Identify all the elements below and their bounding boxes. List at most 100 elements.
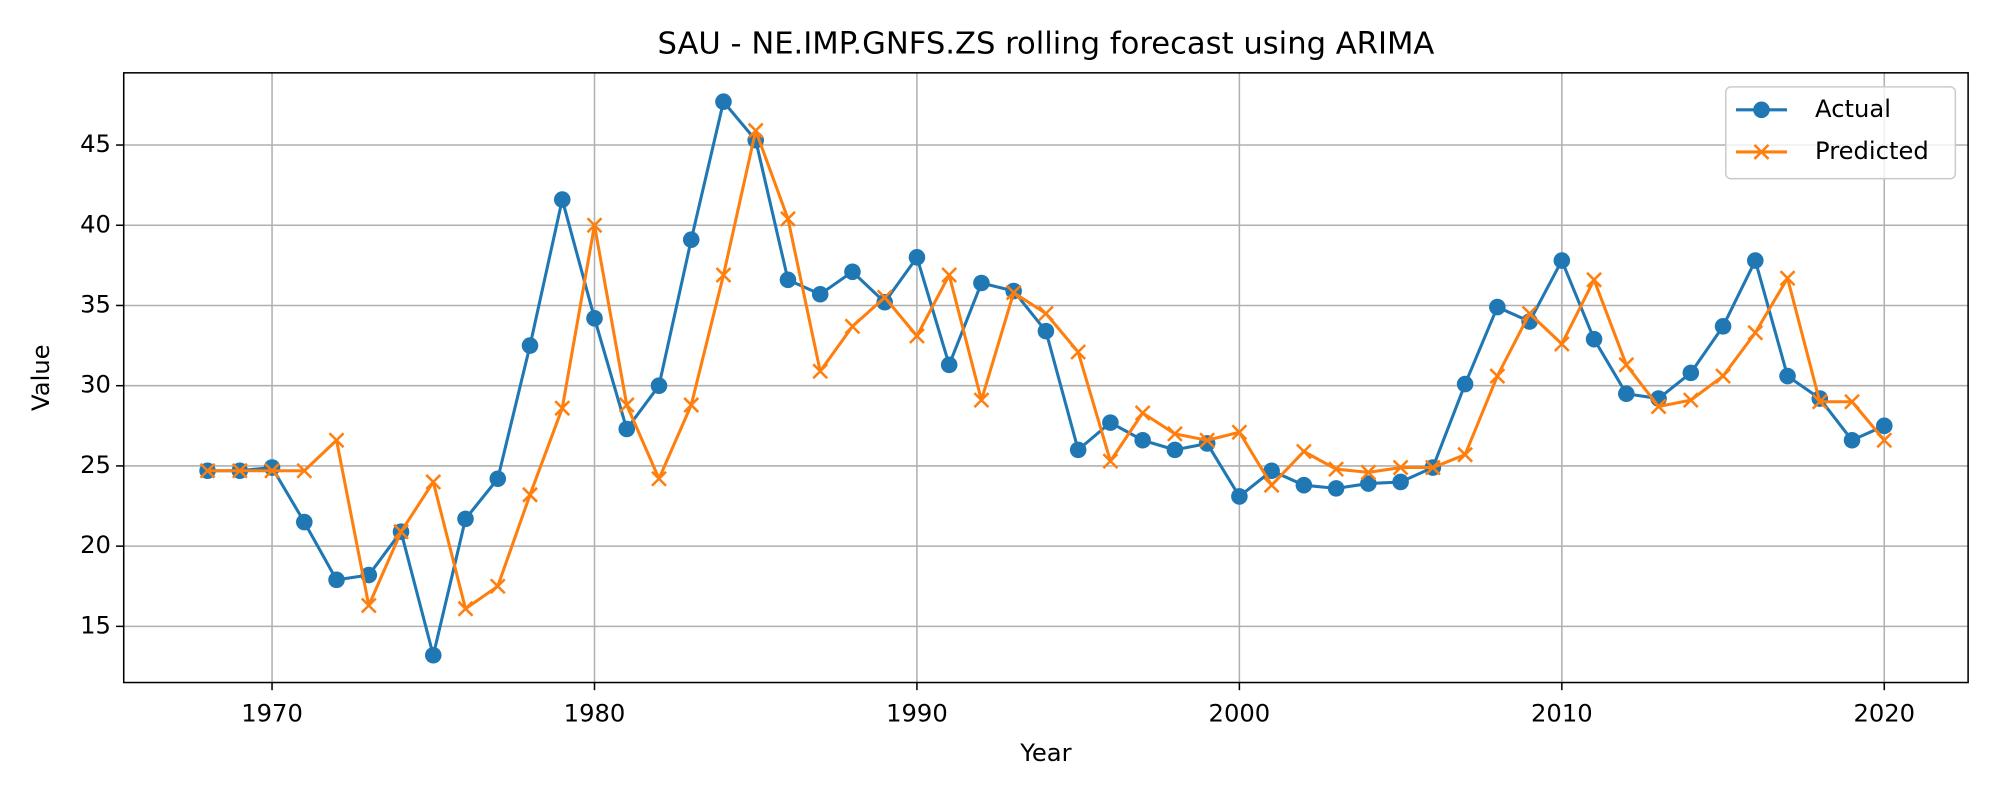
marker: [876, 289, 893, 306]
marker: [199, 462, 216, 479]
marker: [263, 459, 281, 476]
marker: [360, 597, 377, 614]
marker: [1166, 425, 1183, 442]
marker: [1521, 305, 1538, 322]
marker: [1714, 318, 1732, 335]
marker: [1779, 367, 1796, 385]
marker: [1231, 488, 1248, 505]
marker: [1875, 417, 1893, 435]
marker: [1553, 336, 1570, 352]
marker: [1231, 424, 1248, 441]
y-tick-label: 15: [80, 611, 111, 639]
marker: [554, 400, 571, 417]
x-tick-label: 1970: [241, 699, 303, 727]
x-tick-label: 1990: [886, 699, 948, 727]
marker: [1586, 271, 1602, 288]
marker: [424, 646, 442, 664]
marker: [1327, 480, 1345, 497]
x-tick-label: 2020: [1853, 699, 1915, 727]
marker: [1424, 459, 1441, 476]
marker: [1070, 344, 1087, 360]
marker: [1199, 432, 1216, 449]
legend-label: Predicted: [1815, 137, 1929, 165]
marker: [1618, 356, 1635, 373]
marker: [844, 263, 861, 281]
marker: [1682, 392, 1699, 409]
marker: [489, 470, 507, 488]
marker: [1392, 459, 1409, 476]
marker: [457, 600, 474, 617]
marker: [328, 571, 345, 589]
marker: [296, 513, 313, 531]
marker: [1876, 432, 1893, 449]
marker: [940, 356, 958, 374]
marker: [1037, 322, 1055, 340]
marker: [650, 377, 668, 394]
marker: [780, 210, 796, 227]
marker: [489, 578, 506, 595]
marker: [1618, 385, 1635, 403]
marker: [264, 462, 280, 479]
marker: [1489, 298, 1506, 316]
marker: [779, 271, 797, 289]
marker: [618, 420, 636, 438]
marker: [908, 249, 926, 266]
marker: [811, 285, 829, 303]
marker: [812, 363, 829, 380]
x-tick-label: 1980: [564, 699, 626, 727]
marker: [1747, 252, 1764, 269]
y-tick-label: 40: [80, 210, 111, 238]
marker: [1295, 476, 1313, 494]
plot-frame: [122, 72, 1969, 684]
marker: [1811, 393, 1828, 410]
marker: [1715, 368, 1731, 384]
marker: [651, 470, 667, 487]
x-tick-label: 2010: [1531, 699, 1593, 727]
marker: [328, 432, 345, 449]
marker: [1682, 364, 1700, 382]
marker: [747, 122, 764, 139]
y-tick-label: 35: [80, 290, 111, 318]
marker: [973, 392, 990, 409]
marker: [1489, 368, 1506, 384]
legend-marker: [1753, 143, 1770, 160]
marker: [1328, 461, 1345, 478]
marker: [1038, 305, 1054, 322]
marker: [1295, 443, 1312, 460]
marker: [1069, 441, 1087, 459]
marker: [844, 318, 861, 335]
marker: [941, 267, 958, 283]
marker: [682, 231, 700, 248]
marker: [1102, 414, 1119, 431]
marker: [586, 217, 603, 234]
marker: [1747, 324, 1764, 341]
series-line: [207, 100, 1885, 657]
y-axis-label: Value: [27, 344, 55, 411]
x-axis-label: Year: [1019, 739, 1071, 767]
y-tick-label: 20: [80, 531, 111, 559]
marker: [1005, 284, 1022, 301]
legend: Actual Predicted: [1725, 86, 1957, 180]
marker: [1102, 453, 1119, 470]
marker: [715, 267, 732, 283]
marker: [1457, 446, 1474, 463]
marker: [1134, 405, 1151, 421]
marker: [876, 293, 893, 311]
marker: [393, 523, 409, 540]
marker: [457, 510, 474, 528]
y-tick-label: 25: [80, 451, 111, 479]
marker: [1650, 398, 1667, 415]
marker: [909, 328, 925, 344]
marker: [1553, 252, 1571, 269]
marker: [1166, 441, 1184, 459]
marker: [586, 310, 603, 327]
marker: [1585, 330, 1603, 348]
marker: [618, 397, 635, 413]
series: [199, 122, 1893, 617]
marker: [1843, 431, 1861, 449]
marker: [1392, 473, 1409, 491]
marker: [553, 191, 571, 208]
x-tick-label: 2000: [1209, 699, 1271, 727]
